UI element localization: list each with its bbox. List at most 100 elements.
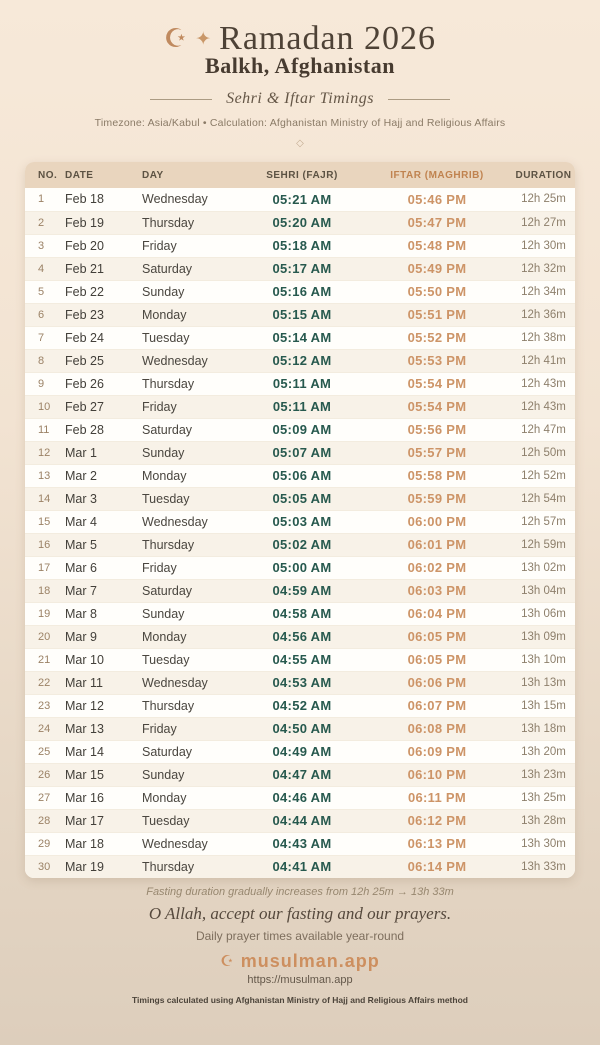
cell-date: Mar 6 [65, 556, 142, 580]
cell-duration: 12h 43m [512, 395, 575, 419]
table-row: 15 Mar 4 Wednesday 05:03 AM 06:00 PM 12h 57m [25, 510, 575, 534]
dua-quote: O Allah, accept our fasting and our pray… [148, 904, 452, 923]
column-header-sehri: SEHRI (FAJR) [242, 162, 362, 188]
column-header-date: DATE [65, 162, 142, 188]
cell-day: Friday [142, 234, 242, 258]
cell-sehri: 05:14 AM [242, 326, 362, 350]
cell-sehri: 04:58 AM [242, 602, 362, 626]
cell-sehri: 04:52 AM [242, 694, 362, 718]
cell-iftar: 05:59 PM [362, 487, 512, 511]
table-row: 26 Mar 15 Sunday 04:47 AM 06:10 PM 13h 23m [25, 763, 575, 787]
cell-sehri: 05:16 AM [242, 280, 362, 304]
table-row: 3 Feb 20 Friday 05:18 AM 05:48 PM 12h 30m [25, 234, 575, 258]
cell-iftar: 06:07 PM [362, 694, 512, 718]
cell-sehri: 05:05 AM [242, 487, 362, 511]
cell-duration: 13h 28m [512, 809, 575, 833]
cell-duration: 12h 59m [512, 533, 575, 557]
cell-date: Feb 23 [65, 303, 142, 327]
cell-iftar: 05:56 PM [362, 418, 512, 442]
cell-sehri: 05:07 AM [242, 441, 362, 465]
cell-day: Sunday [142, 280, 242, 304]
cell-date: Mar 17 [65, 809, 142, 833]
cell-iftar: 06:02 PM [362, 556, 512, 580]
cell-iftar: 05:58 PM [362, 464, 512, 488]
cell-date: Feb 20 [65, 234, 142, 258]
cell-no: 21 [25, 648, 65, 672]
cell-sehri: 05:11 AM [242, 395, 362, 419]
cell-iftar: 05:46 PM [362, 188, 512, 212]
cell-duration: 13h 30m [512, 832, 575, 856]
cell-sehri: 05:06 AM [242, 464, 362, 488]
cell-day: Thursday [142, 855, 242, 878]
table-row: 18 Mar 7 Saturday 04:59 AM 06:03 PM 13h 04m [25, 579, 575, 603]
cell-duration: 13h 04m [512, 579, 575, 603]
cell-duration: 12h 27m [512, 211, 575, 235]
subtitle-divider: Sehri & Iftar Timings [0, 90, 600, 108]
cell-no: 15 [25, 510, 65, 534]
cell-duration: 13h 13m [512, 671, 575, 695]
cell-date: Feb 26 [65, 372, 142, 396]
cell-duration: 13h 10m [512, 648, 575, 672]
cell-no: 5 [25, 280, 65, 304]
cell-no: 7 [25, 326, 65, 350]
table-row: 20 Mar 9 Monday 04:56 AM 06:05 PM 13h 09m [25, 625, 575, 649]
cell-date: Mar 19 [65, 855, 142, 878]
cell-sehri: 05:17 AM [242, 257, 362, 281]
cell-no: 17 [25, 556, 65, 580]
table-row: 24 Mar 13 Friday 04:50 AM 06:08 PM 13h 18m [25, 717, 575, 741]
cell-iftar: 06:08 PM [362, 717, 512, 741]
cell-day: Tuesday [142, 648, 242, 672]
table-row: 29 Mar 18 Wednesday 04:43 AM 06:13 PM 13h 30m [25, 832, 575, 856]
table-row: 21 Mar 10 Tuesday 04:55 AM 06:05 PM 13h 10m [25, 648, 575, 672]
cell-duration: 12h 38m [512, 326, 575, 350]
cell-no: 16 [25, 533, 65, 557]
table-row: 10 Feb 27 Friday 05:11 AM 05:54 PM 12h 43m [25, 395, 575, 419]
cell-iftar: 05:50 PM [362, 280, 512, 304]
cell-date: Mar 1 [65, 441, 142, 465]
cell-no: 22 [25, 671, 65, 695]
cell-date: Mar 2 [65, 464, 142, 488]
table-row: 30 Mar 19 Thursday 04:41 AM 06:14 PM 13h 33m [25, 855, 575, 878]
timings-table-card: NO. DATE DAY SEHRI (FAJR) IFTAR (MAGHRIB… [25, 162, 575, 878]
cell-no: 19 [25, 602, 65, 626]
timings-table: NO. DATE DAY SEHRI (FAJR) IFTAR (MAGHRIB… [25, 162, 575, 878]
table-row: 28 Mar 17 Tuesday 04:44 AM 06:12 PM 13h 28m [25, 809, 575, 833]
cell-date: Mar 3 [65, 487, 142, 511]
cell-iftar: 05:52 PM [362, 326, 512, 350]
table-row: 6 Feb 23 Monday 05:15 AM 05:51 PM 12h 36m [25, 303, 575, 327]
cell-day: Monday [142, 464, 242, 488]
cell-day: Sunday [142, 441, 242, 465]
cell-day: Saturday [142, 418, 242, 442]
page-title: Ramadan 2026 [219, 20, 437, 57]
cell-iftar: 05:57 PM [362, 441, 512, 465]
timings-table-header: NO. DATE DAY SEHRI (FAJR) IFTAR (MAGHRIB… [25, 162, 575, 188]
page-header: ☪ ✦ Ramadan 2026 Balkh, Afghanistan Sehr… [0, 0, 600, 149]
cell-iftar: 06:03 PM [362, 579, 512, 603]
cell-iftar: 06:14 PM [362, 855, 512, 878]
cell-day: Sunday [142, 763, 242, 787]
cell-iftar: 06:00 PM [362, 510, 512, 534]
cell-date: Mar 18 [65, 832, 142, 856]
cell-duration: 13h 25m [512, 786, 575, 810]
table-row: 12 Mar 1 Sunday 05:07 AM 05:57 PM 12h 50m [25, 441, 575, 465]
cell-day: Wednesday [142, 832, 242, 856]
cell-date: Mar 9 [65, 625, 142, 649]
cell-iftar: 06:13 PM [362, 832, 512, 856]
cell-date: Feb 24 [65, 326, 142, 350]
table-row: 7 Feb 24 Tuesday 05:14 AM 05:52 PM 12h 38m [25, 326, 575, 350]
cell-sehri: 05:02 AM [242, 533, 362, 557]
cell-duration: 12h 54m [512, 487, 575, 511]
cell-duration: 13h 06m [512, 602, 575, 626]
cell-date: Mar 14 [65, 740, 142, 764]
cell-duration: 13h 33m [512, 855, 575, 878]
cell-sehri: 05:15 AM [242, 303, 362, 327]
cell-date: Feb 27 [65, 395, 142, 419]
cell-duration: 13h 09m [512, 625, 575, 649]
cell-duration: 12h 32m [512, 257, 575, 281]
cell-date: Mar 7 [65, 579, 142, 603]
cell-day: Tuesday [142, 809, 242, 833]
cell-iftar: 05:51 PM [362, 303, 512, 327]
cell-duration: 12h 34m [512, 280, 575, 304]
cell-duration: 12h 30m [512, 234, 575, 258]
cell-iftar: 06:01 PM [362, 533, 512, 557]
